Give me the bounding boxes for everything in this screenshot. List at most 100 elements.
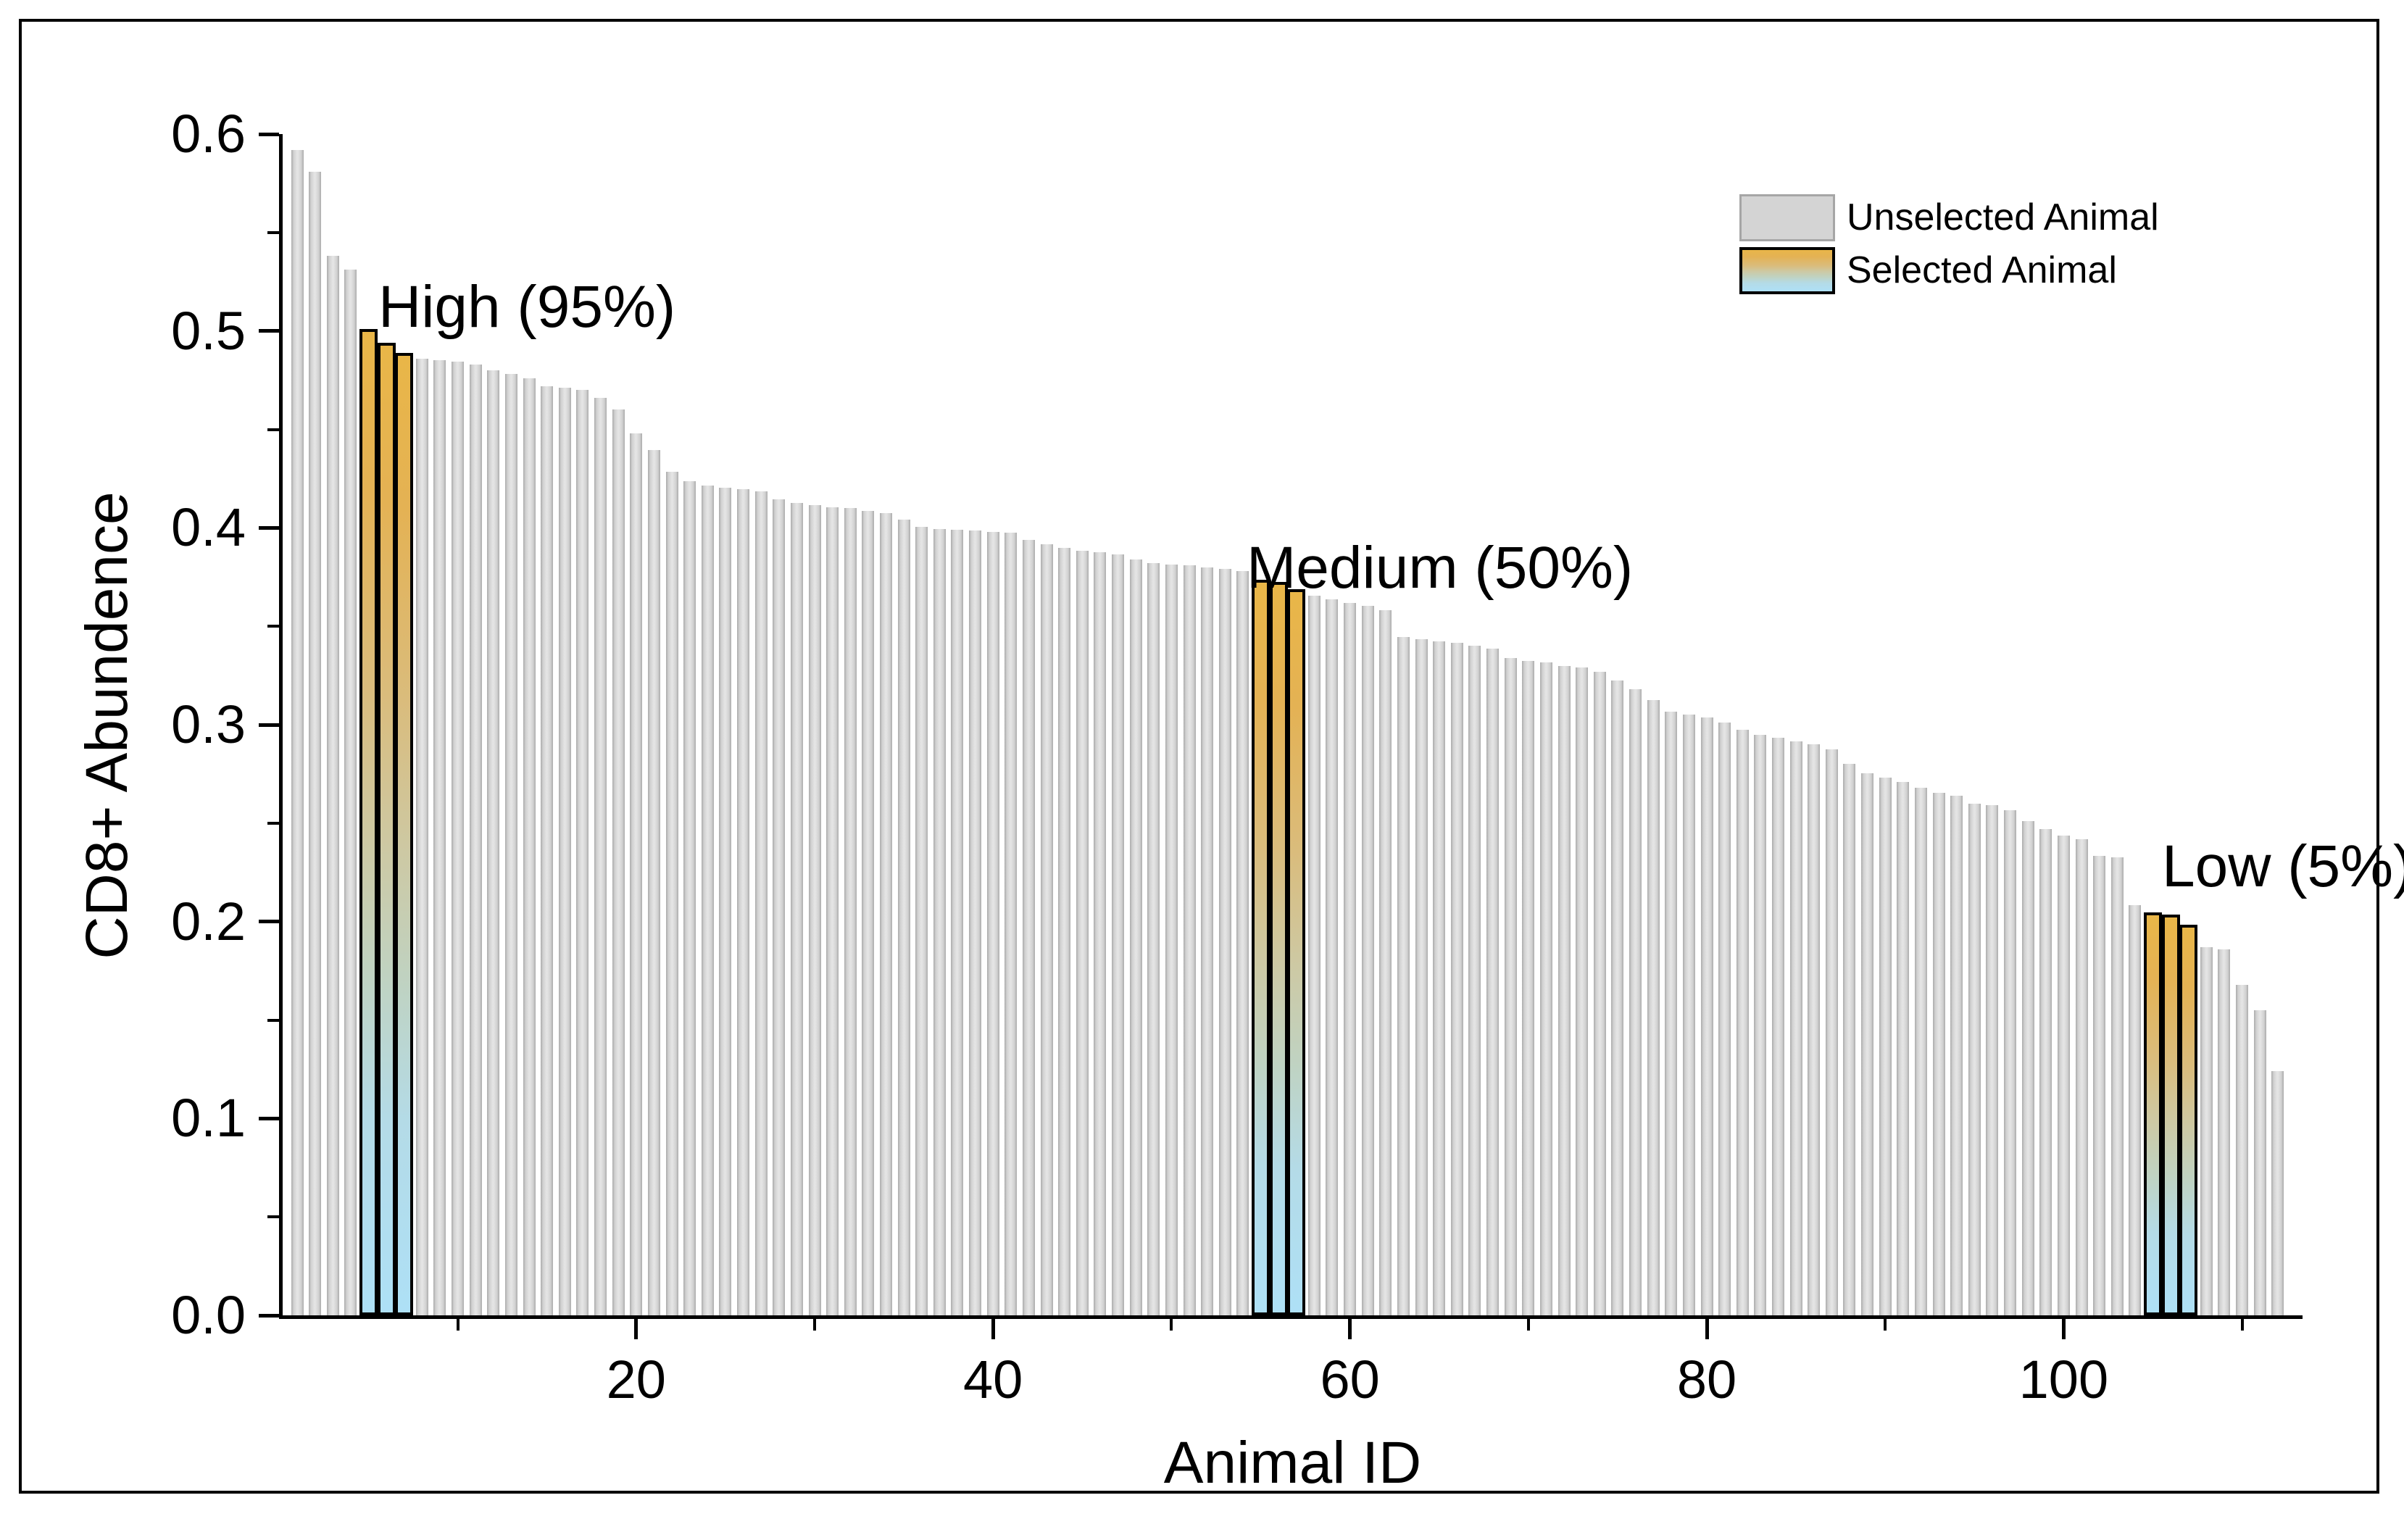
bar [2129,904,2142,1315]
x-minor-tick [1884,1319,1887,1331]
bar [469,364,482,1315]
bar [665,471,678,1315]
bar [1754,734,1767,1315]
bar [2253,1010,2266,1315]
y-minor-tick [267,230,279,234]
bar [969,530,982,1315]
y-tick-label: 0.4 [171,497,246,558]
bar [1789,741,1802,1315]
legend-label-selected: Selected Animal [1847,249,2117,291]
y-major-tick [259,525,279,530]
bar [1611,680,1624,1315]
bar [844,508,857,1315]
x-minor-tick [456,1319,459,1331]
x-minor-tick [1526,1319,1530,1331]
y-major-tick [259,329,279,333]
bar [1236,571,1249,1315]
legend-swatch-selected-icon [1739,247,1835,294]
bar [291,149,304,1315]
bar [701,485,714,1315]
x-tick-label: 60 [1320,1349,1380,1410]
y-tick-label: 0.6 [171,104,246,164]
bar [1718,723,1731,1315]
y-tick-label: 0.2 [171,891,246,952]
bar [1415,638,1428,1315]
bar [2075,838,2088,1315]
figure-frame: 0.0 0.1 0.2 0.3 0.4 0.5 0.6 20 40 60 80 100 High (9… [19,19,2404,1496]
bar [1932,792,1945,1315]
bar [1005,533,1018,1315]
bar [612,409,625,1315]
bar [344,270,357,1315]
bar [415,358,428,1315]
bar [647,450,660,1315]
bar [2236,984,2249,1315]
bar [1576,667,1589,1315]
bar [790,503,803,1315]
bar [504,374,517,1315]
bar [1897,781,1910,1315]
bar [2057,836,2070,1315]
bar [1076,550,1089,1315]
x-tick-label: 80 [1676,1349,1737,1410]
x-major-tick [634,1319,639,1339]
bar [1843,764,1856,1315]
x-tick-label: 20 [606,1349,666,1410]
bar [523,378,536,1315]
bar-selected [1287,588,1306,1315]
x-tick-label: 40 [963,1349,1023,1410]
bar [1326,599,1339,1315]
bar [1433,641,1446,1315]
bar [2039,828,2052,1315]
bar [1344,602,1357,1315]
y-minor-tick [267,821,279,825]
y-axis-line [279,134,283,1319]
bar [1307,596,1320,1315]
y-minor-tick [267,428,279,431]
x-axis-line [279,1315,2303,1319]
bar [558,388,571,1315]
bar [1647,700,1660,1315]
bar [326,256,339,1315]
bar [1557,665,1571,1315]
bar-selected [377,342,396,1315]
y-tick-label: 0.3 [171,694,246,754]
x-axis-title: Animal ID [1163,1430,1422,1496]
legend-item-unselected: Unselected Animal [1739,194,2159,241]
x-minor-tick [813,1319,816,1331]
y-minor-tick [267,1215,279,1219]
x-major-tick [2061,1319,2066,1339]
y-tick-label: 0.1 [171,1088,246,1149]
y-minor-tick [267,625,279,628]
bar-selected [395,352,414,1315]
y-major-tick [259,920,279,924]
bar [1593,671,1606,1315]
bar [1682,715,1695,1315]
bar [915,526,928,1315]
bar [433,360,446,1315]
bar [487,370,500,1315]
y-major-tick [259,723,279,727]
bar [1914,787,1927,1315]
annotation-medium: Medium (50%) [1247,535,1634,601]
y-tick-label: 0.5 [171,300,246,361]
bar-selected [2161,915,2180,1315]
bar [1397,637,1410,1315]
bar [897,520,910,1315]
bar [541,386,554,1315]
bar [933,528,946,1315]
bar [879,512,892,1315]
y-major-tick [259,1116,279,1120]
bar [1165,564,1178,1315]
bar [630,433,643,1315]
bar [1379,610,1392,1315]
bar [1968,803,1981,1315]
bar [1468,646,1481,1315]
legend-item-selected: Selected Animal [1739,247,2159,294]
bar [1771,737,1784,1315]
bar [1201,567,1214,1315]
bar [1825,749,1838,1315]
bar [1218,569,1231,1315]
bar [1112,554,1125,1315]
bar-selected [2179,924,2198,1315]
